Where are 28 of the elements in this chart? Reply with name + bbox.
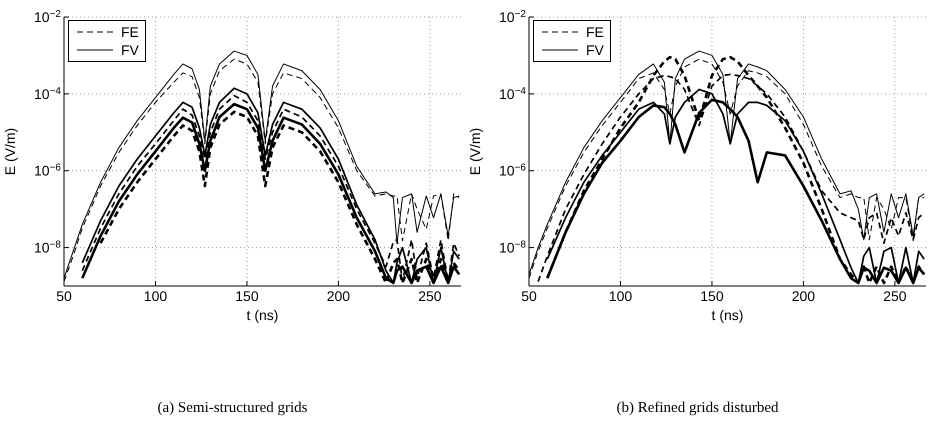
x-tick-label: 250 xyxy=(883,288,907,304)
y-tick-label: 10$^{−8}$ xyxy=(499,239,526,256)
y-tick-label: 10$^{−4}$ xyxy=(499,85,526,102)
y-tick-label: 10$^{−4}$ xyxy=(34,85,62,102)
legend-label: FE xyxy=(121,24,139,40)
y-tick-label: 10$^{−6}$ xyxy=(499,162,526,179)
x-tick-label: 200 xyxy=(326,288,350,304)
x-tick-label: 150 xyxy=(235,288,259,304)
legend-label: FV xyxy=(586,42,604,58)
y-tick-label: 10$^{−8}$ xyxy=(34,239,62,256)
legend-label: FE xyxy=(586,24,604,40)
y-axis-title: E (V/m) xyxy=(466,128,483,176)
x-axis-title: t (ns) xyxy=(246,307,278,323)
x-tick-label: 250 xyxy=(418,288,442,304)
x-tick-label: 100 xyxy=(608,288,632,304)
y-tick-label: 10$^{−2}$ xyxy=(499,8,526,25)
x-tick-label: 200 xyxy=(792,288,816,304)
x-tick-label: 50 xyxy=(56,288,72,304)
x-tick-label: 150 xyxy=(700,288,724,304)
text: (a) Semi-structured grids xyxy=(156,400,308,417)
text: (b) Refined grids disturbed xyxy=(615,400,780,417)
x-axis-title: t (ns) xyxy=(712,307,744,323)
x-tick-label: 50 xyxy=(521,288,537,304)
y-axis-title: E (V/m) xyxy=(2,128,18,176)
legend-label: FV xyxy=(121,42,139,58)
y-tick-label: 10$^{−2}$ xyxy=(34,8,62,25)
x-tick-label: 100 xyxy=(144,288,168,304)
y-tick-label: 10$^{−6}$ xyxy=(34,162,62,179)
